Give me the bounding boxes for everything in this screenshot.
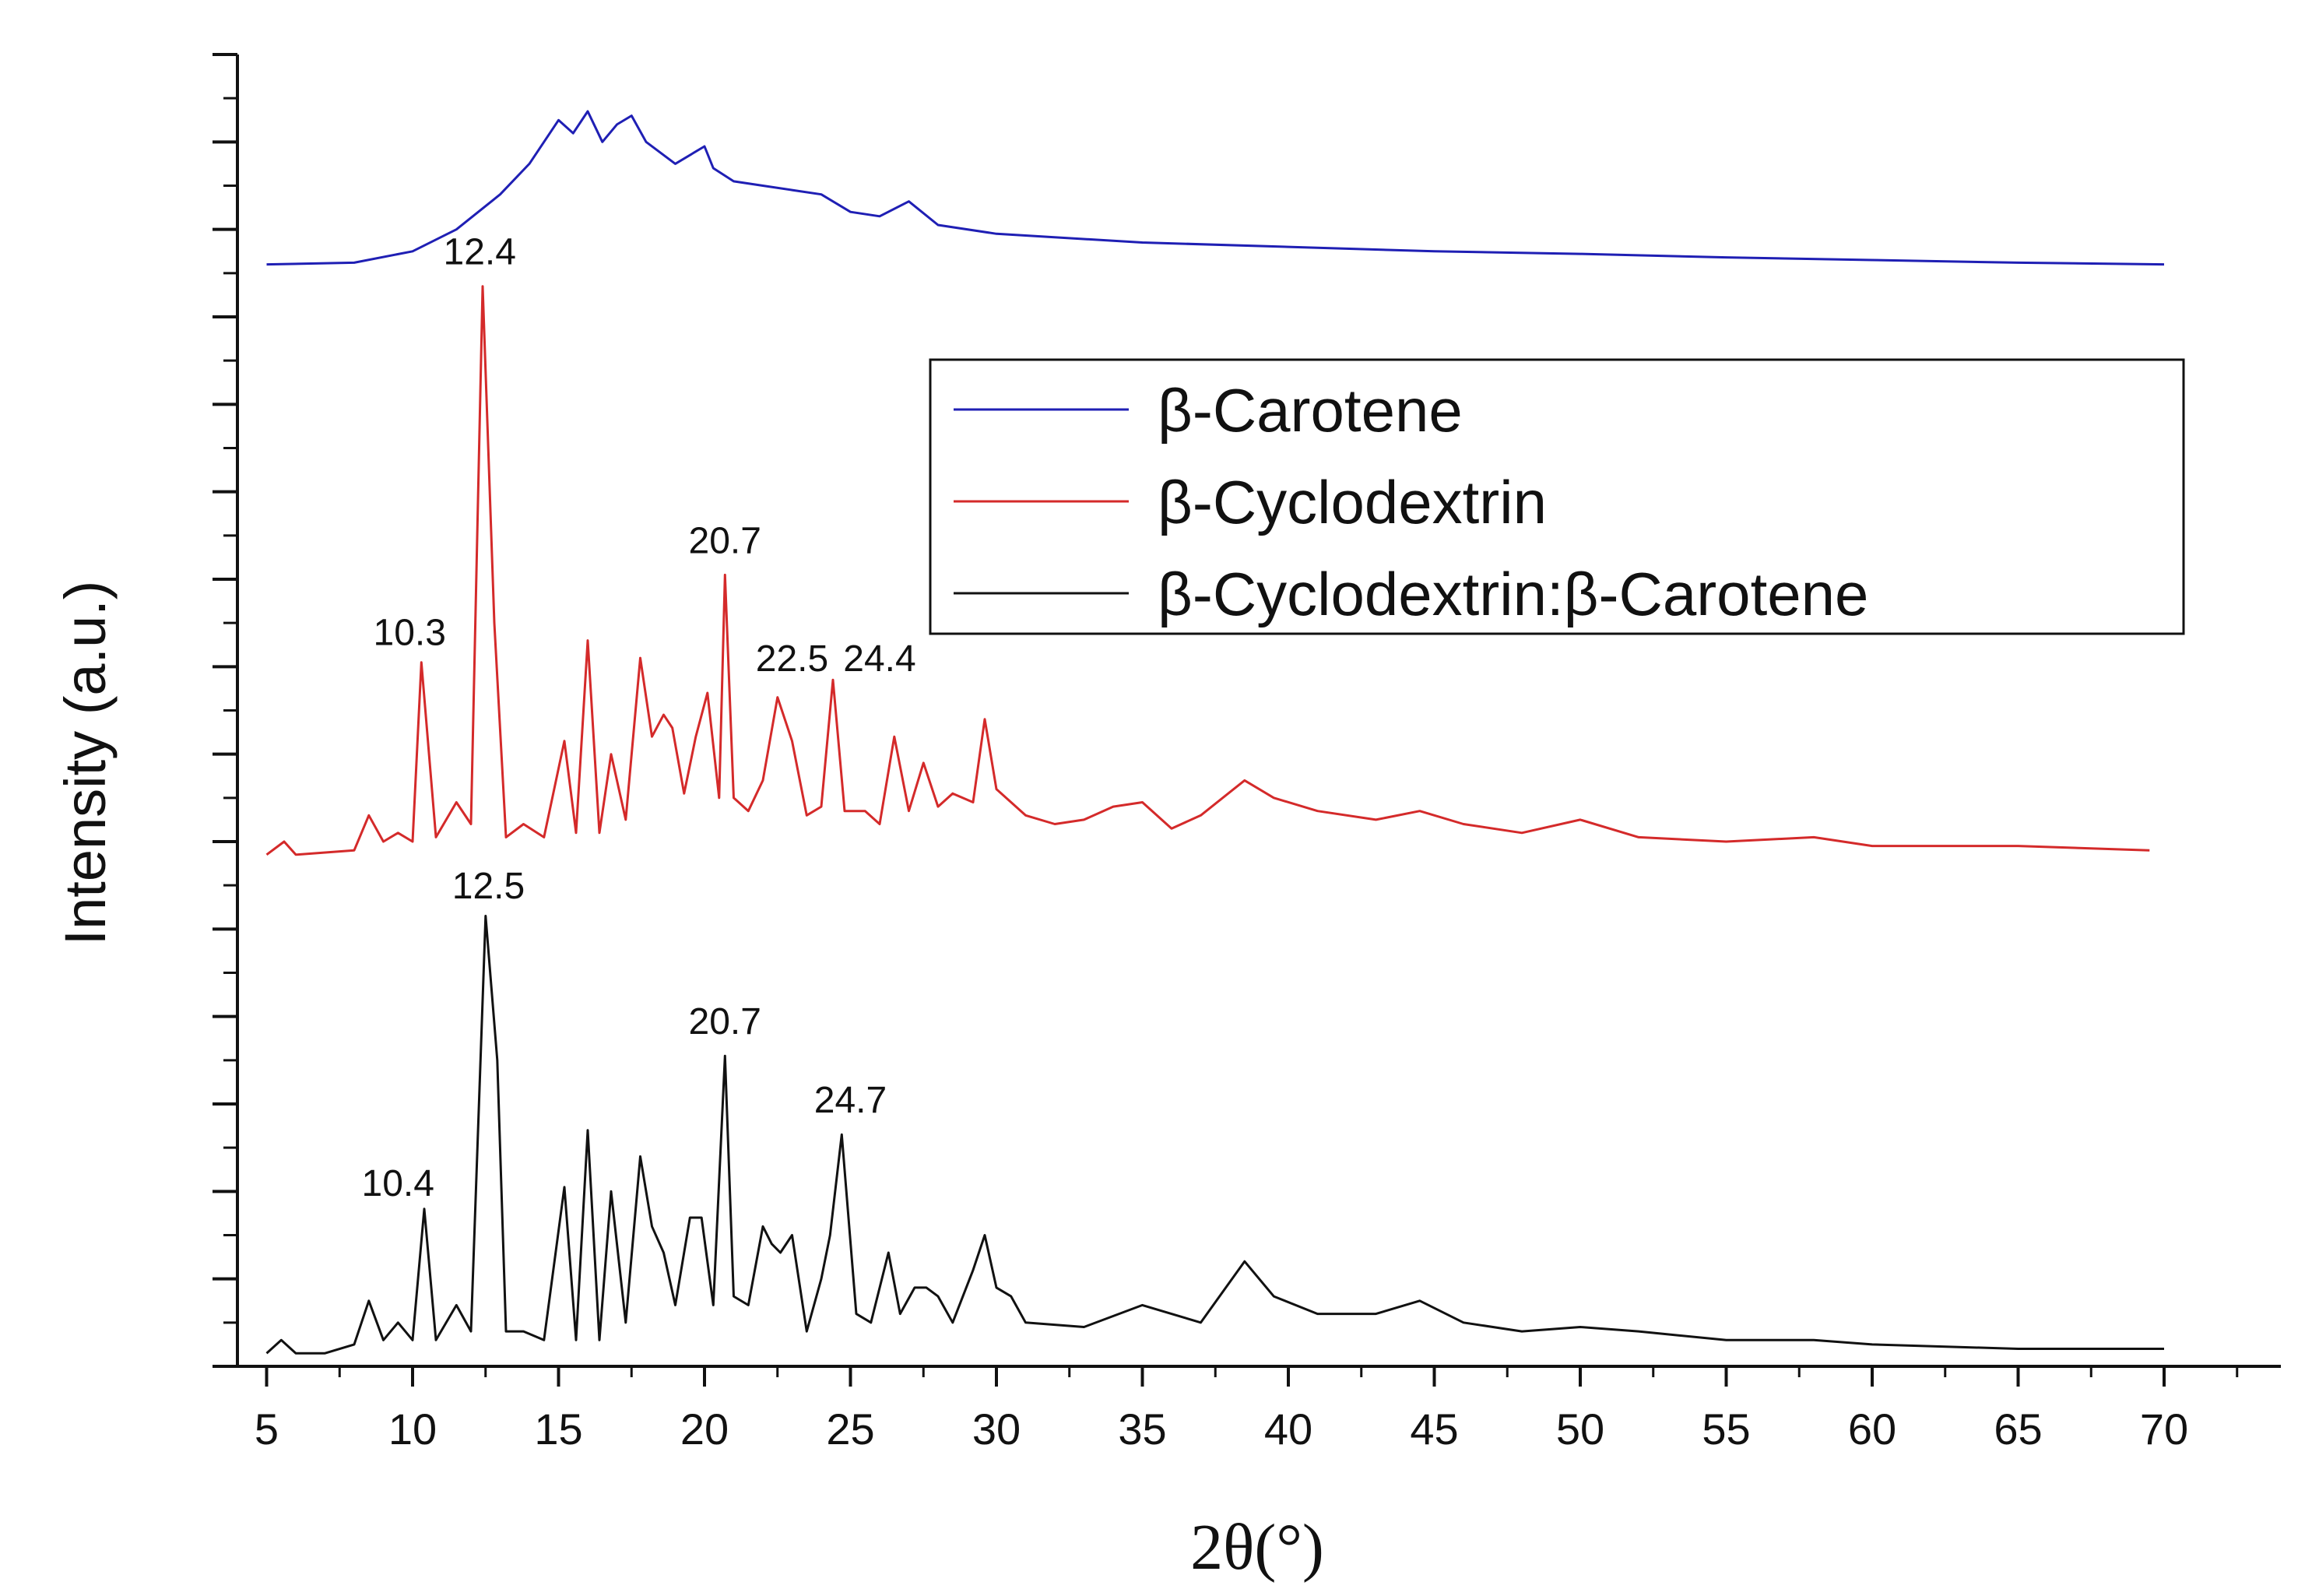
x-tick-label: 20 xyxy=(680,1404,729,1454)
peak-label: 24.7 xyxy=(814,1080,887,1121)
x-tick-label: 25 xyxy=(826,1404,874,1454)
legend-label-2: β-Cyclodextrin xyxy=(1158,468,1547,536)
peak-label: 10.3 xyxy=(374,612,446,653)
legend-label-1: β-Carotene xyxy=(1158,376,1463,445)
legend-box xyxy=(929,358,2185,635)
x-tick-label: 5 xyxy=(255,1404,279,1454)
legend-label-3: β-Cyclodextrin:β-Carotene xyxy=(1158,560,1868,628)
x-tick-label: 15 xyxy=(534,1404,582,1454)
x-axis: 5 10 15 20 25 30 35 40 45 50 55 60 65 70 xyxy=(237,1365,2281,1454)
x-tick-label: 50 xyxy=(1556,1404,1604,1454)
x-axis-title: 2θ(°) xyxy=(1190,1511,1324,1584)
x-tick-label: 70 xyxy=(2140,1404,2188,1454)
legend: β-Carotene β-Cyclodextrin β-Cyclodextrin:β… xyxy=(929,358,2185,635)
peak-label: 12.4 xyxy=(444,232,516,273)
peak-label: 20.7 xyxy=(689,1001,761,1042)
y-axis xyxy=(213,53,239,1368)
x-tick-label: 60 xyxy=(1848,1404,1896,1454)
x-tick-label: 10 xyxy=(388,1404,437,1454)
series-line-1 xyxy=(266,110,2165,266)
x-tick-label: 45 xyxy=(1410,1404,1458,1454)
x-tick-label: 65 xyxy=(1994,1404,2042,1454)
x-tick-label: 30 xyxy=(972,1404,1021,1454)
peak-label: 24.4 xyxy=(843,638,915,680)
annotation-layer: 12.4 10.3 20.7 22.5 24.4 12.5 20.7 24.7 10.4 xyxy=(362,232,916,1204)
y-axis-title: Intensity (a.u.) xyxy=(53,581,118,946)
x-tick-label: 55 xyxy=(1702,1404,1750,1454)
x-tick-label: 35 xyxy=(1118,1404,1166,1454)
peak-label: 22.5 xyxy=(756,638,828,680)
peak-label: 20.7 xyxy=(689,520,761,561)
peak-label: 10.4 xyxy=(362,1163,434,1204)
peak-label: 12.5 xyxy=(452,866,525,907)
series-line-3 xyxy=(265,915,2164,1355)
x-tick-label: 40 xyxy=(1264,1404,1312,1454)
series-layer xyxy=(265,110,2165,1355)
series-line-2 xyxy=(265,285,2150,856)
